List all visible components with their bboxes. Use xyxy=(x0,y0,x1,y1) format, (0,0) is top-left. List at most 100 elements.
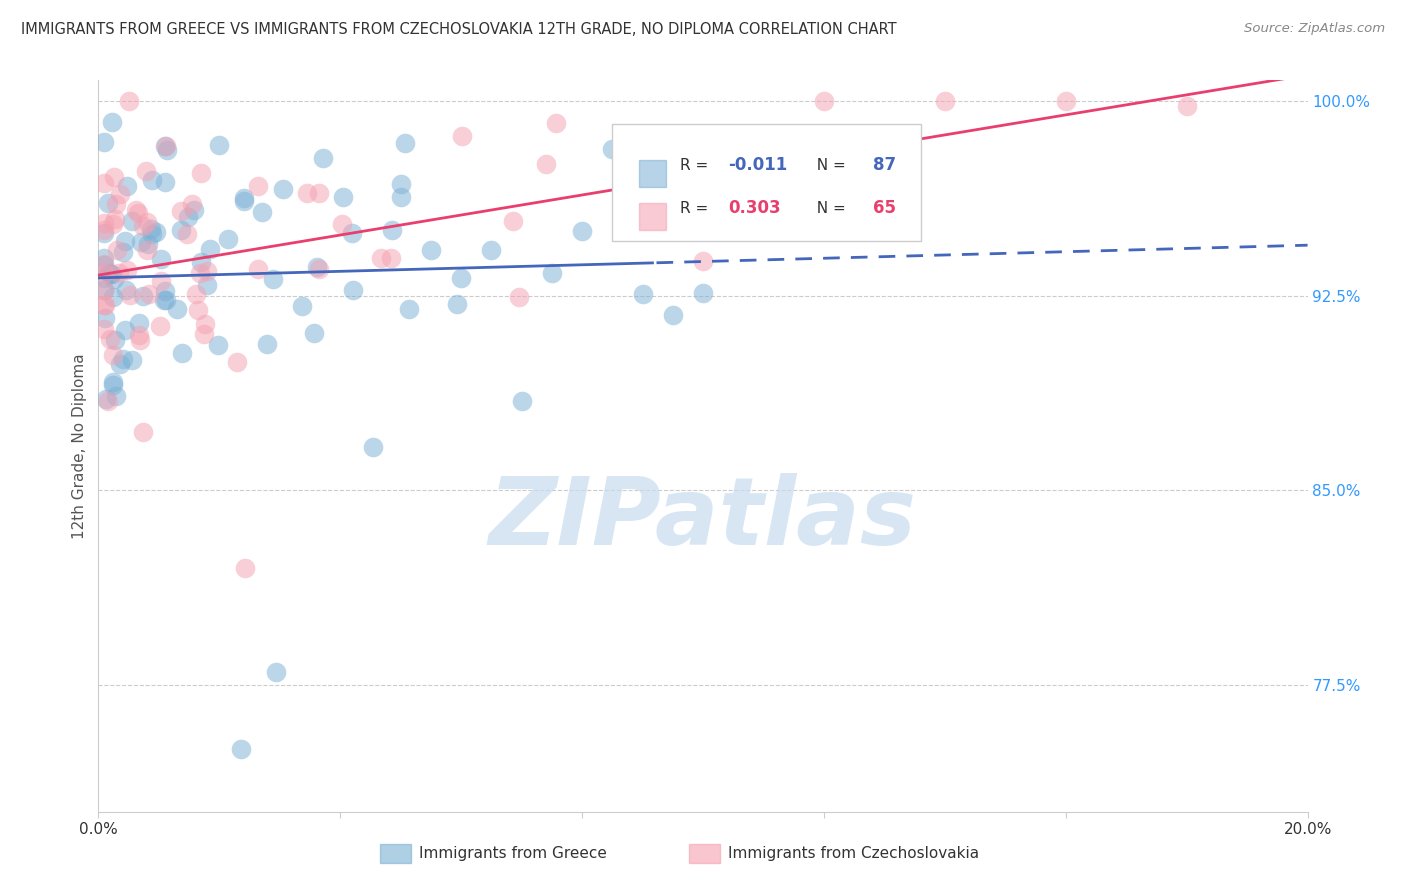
Point xyxy=(128,316,150,330)
Point xyxy=(1175,99,1198,113)
Point xyxy=(112,244,135,259)
Point xyxy=(217,232,239,246)
Point xyxy=(450,271,472,285)
Point xyxy=(141,173,163,187)
Point xyxy=(190,166,212,180)
Point xyxy=(332,190,354,204)
Point xyxy=(93,283,115,297)
Point xyxy=(308,186,330,200)
Point xyxy=(132,219,155,233)
Point xyxy=(150,274,173,288)
Point xyxy=(176,227,198,241)
Point xyxy=(103,272,125,286)
Point xyxy=(93,270,115,285)
Point xyxy=(177,211,200,225)
Point xyxy=(195,277,218,292)
Point xyxy=(166,301,188,316)
Point xyxy=(93,322,115,336)
Point xyxy=(247,178,270,193)
Point xyxy=(128,333,150,347)
Point xyxy=(302,326,325,341)
Point xyxy=(187,302,209,317)
Point xyxy=(149,252,172,267)
Y-axis label: 12th Grade, No Diploma: 12th Grade, No Diploma xyxy=(72,353,87,539)
Point xyxy=(121,353,143,368)
Point xyxy=(145,225,167,239)
Point xyxy=(546,116,568,130)
Point xyxy=(125,203,148,218)
Point xyxy=(295,186,318,200)
Point xyxy=(101,217,124,231)
Point xyxy=(108,357,131,371)
Point xyxy=(135,164,157,178)
Point xyxy=(692,253,714,268)
Point xyxy=(101,348,124,362)
Point xyxy=(602,142,624,156)
Point xyxy=(97,393,120,408)
Text: R =: R = xyxy=(681,201,713,216)
Point xyxy=(139,222,162,236)
Point xyxy=(100,267,122,281)
Point xyxy=(381,223,404,237)
Point xyxy=(114,235,136,249)
Point xyxy=(170,204,193,219)
Point xyxy=(692,286,714,301)
Point xyxy=(101,375,124,389)
Point xyxy=(141,227,163,241)
Point xyxy=(361,440,384,454)
Point xyxy=(93,251,115,265)
Point xyxy=(104,212,127,227)
Text: 0.303: 0.303 xyxy=(728,199,780,217)
Point xyxy=(103,169,125,184)
Text: Source: ZipAtlas.com: Source: ZipAtlas.com xyxy=(1244,22,1385,36)
Point xyxy=(155,293,177,308)
Point xyxy=(340,226,363,240)
Point xyxy=(128,328,150,343)
Point xyxy=(229,742,252,756)
Point xyxy=(250,205,273,219)
Point xyxy=(631,287,654,301)
Point xyxy=(105,197,128,211)
Point xyxy=(93,298,115,312)
Text: Immigrants from Czechoslovakia: Immigrants from Czechoslovakia xyxy=(728,847,980,861)
Point xyxy=(662,309,685,323)
Point xyxy=(118,94,141,108)
Point xyxy=(93,176,115,190)
Point xyxy=(183,202,205,217)
Point xyxy=(312,151,335,165)
Point xyxy=(93,267,115,281)
Point xyxy=(136,215,159,229)
FancyBboxPatch shape xyxy=(613,124,921,241)
Point xyxy=(112,352,135,367)
Point xyxy=(536,157,558,171)
Point xyxy=(108,186,131,201)
Point xyxy=(136,243,159,257)
Point xyxy=(190,255,212,269)
Point xyxy=(114,323,136,337)
Text: ZIPatlas: ZIPatlas xyxy=(489,473,917,566)
Point xyxy=(813,94,835,108)
Point xyxy=(115,178,138,193)
Point xyxy=(101,291,124,305)
Point xyxy=(93,283,115,297)
Point xyxy=(508,290,530,304)
Point xyxy=(308,262,330,277)
Point xyxy=(247,262,270,277)
Point xyxy=(692,183,714,197)
Point xyxy=(105,243,128,257)
Point xyxy=(93,216,115,230)
Point xyxy=(93,226,115,240)
Point xyxy=(93,135,115,149)
Point xyxy=(97,196,120,211)
Point xyxy=(153,175,176,189)
Point xyxy=(380,251,402,265)
Point xyxy=(502,214,524,228)
Point xyxy=(103,377,125,392)
Point xyxy=(571,224,593,238)
Point xyxy=(342,284,364,298)
Text: 87: 87 xyxy=(873,156,897,174)
Point xyxy=(934,94,956,108)
Point xyxy=(184,287,207,301)
Point xyxy=(170,223,193,237)
Point xyxy=(273,182,295,196)
